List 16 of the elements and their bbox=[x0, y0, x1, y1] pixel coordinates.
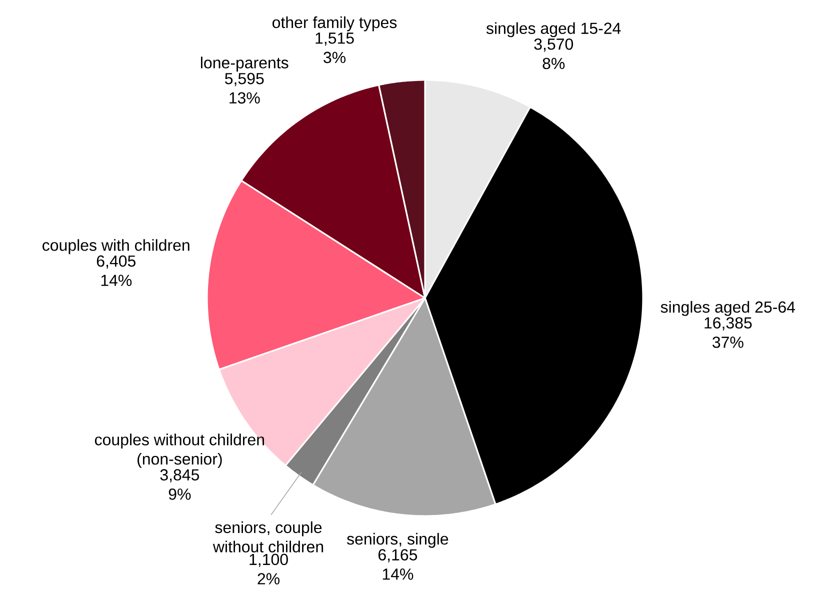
data-label: 6,405 14% bbox=[96, 255, 136, 286]
data-label: 1,515 3% bbox=[316, 32, 354, 64]
slice-label: couples with children bbox=[42, 239, 190, 254]
slice-label: seniors, couple without children bbox=[212, 521, 324, 552]
data-label: 6,165 14% bbox=[378, 549, 418, 580]
data-label: 16,385 37% bbox=[704, 317, 752, 348]
data-label: 3,570 8% bbox=[534, 38, 574, 70]
data-label: 3,845 9% bbox=[160, 469, 200, 500]
data-label: 5,595 13% bbox=[225, 72, 264, 104]
slice-label: singles aged 15-24 bbox=[486, 22, 621, 38]
slice-label: singles aged 25-64 bbox=[660, 301, 796, 316]
slice-label: lone-parents bbox=[201, 56, 288, 72]
slice-label: seniors, single bbox=[347, 532, 448, 548]
slice-label: other family types bbox=[272, 16, 397, 32]
data-label: 1,100 2% bbox=[250, 554, 288, 584]
slice-label: couples without children (non-senior) bbox=[94, 434, 264, 468]
